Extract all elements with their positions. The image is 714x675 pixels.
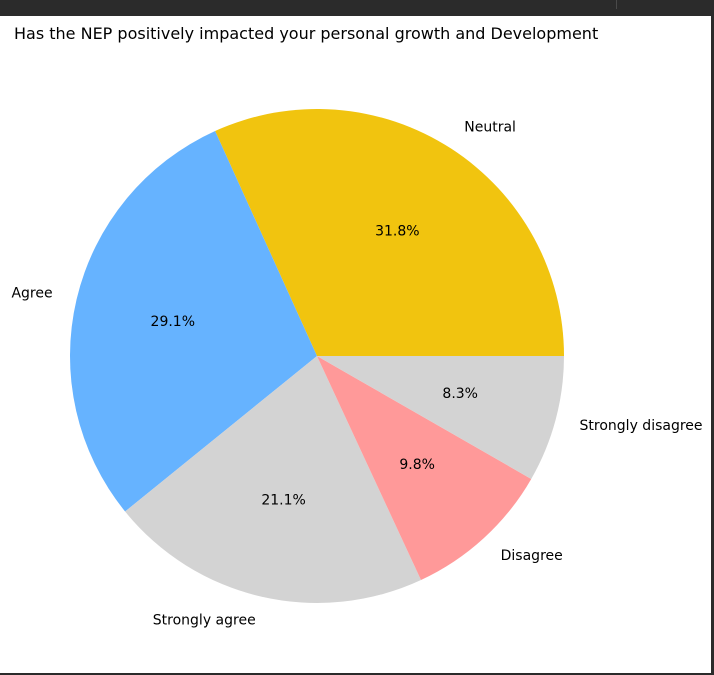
window-bottom-edge [0, 673, 714, 675]
pie-slice-agree [69, 130, 317, 512]
pie-labels: 31.8% Neutral 29.1% Agree 21.1% Strongly agre… [11, 120, 702, 629]
pct-label-agree: 29.1% [151, 314, 195, 330]
pie-slices [69, 108, 564, 603]
slice-label-disagree: Disagree [501, 548, 563, 564]
pie-slice-disagree [317, 356, 532, 581]
window-right-edge [711, 16, 714, 675]
pct-label-strongly-agree: 21.1% [261, 492, 305, 508]
pct-label-disagree: 9.8% [399, 457, 435, 473]
pie-slice-neutral [215, 108, 564, 356]
slice-label-neutral: Neutral [464, 120, 516, 136]
top-bar-divider [616, 0, 617, 9]
pct-label-neutral: 31.8% [375, 223, 419, 239]
pie-slice-strongly-disagree [317, 356, 564, 479]
pie-slice-strongly-agree [125, 356, 422, 603]
chart-title: Has the NEP positively impacted your per… [14, 24, 599, 43]
slice-label-strongly-agree: Strongly agree [153, 613, 256, 629]
slice-label-strongly-disagree: Strongly disagree [580, 418, 703, 434]
window-top-bar [0, 0, 714, 16]
slice-label-agree: Agree [11, 285, 52, 301]
pct-label-strongly-disagree: 8.3% [442, 386, 478, 402]
